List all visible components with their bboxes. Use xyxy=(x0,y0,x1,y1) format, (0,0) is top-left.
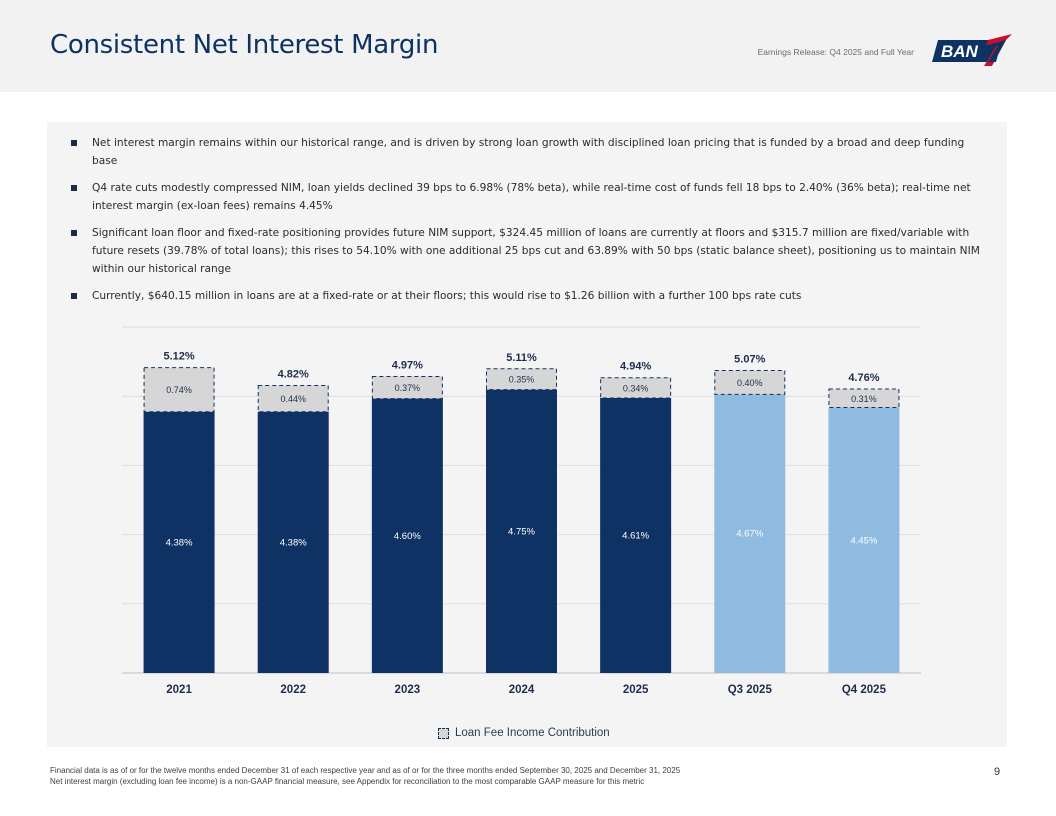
page-number: 9 xyxy=(994,766,1001,778)
bar-total-label: 4.97% xyxy=(392,360,423,372)
bullet-list: Net interest margin remains within our h… xyxy=(68,134,988,314)
x-tick-label: 2024 xyxy=(509,684,535,696)
bar-nim-ex-fees xyxy=(828,407,900,673)
bar-label-nim-ex-fees: 4.75% xyxy=(508,526,535,537)
bullet-text: Net interest margin remains within our h… xyxy=(92,137,965,167)
bar-nim-ex-fees xyxy=(486,389,557,673)
svg-text:BAN: BAN xyxy=(941,42,979,61)
bar-loan-fee-contribution xyxy=(371,376,443,400)
bar-total-label: 5.07% xyxy=(734,354,765,366)
slide-header: Consistent Net Interest Margin Earnings … xyxy=(0,0,1056,92)
bar-total-label: 5.11% xyxy=(506,352,537,364)
bar-nim-ex-fees xyxy=(143,411,215,673)
bar-label-nim-ex-fees: 4.38% xyxy=(280,537,307,548)
bar-loan-fee-contribution xyxy=(828,388,900,409)
x-tick-label: 2021 xyxy=(166,684,192,696)
bar-nim-ex-fees xyxy=(371,398,443,673)
bar-nim-ex-fees xyxy=(257,411,329,673)
x-tick-label: Q3 2025 xyxy=(728,684,773,696)
bar-label-loan-fee: 0.37% xyxy=(395,383,421,393)
bullet-text: Currently, $640.15 million in loans are … xyxy=(92,290,802,302)
bar-total-label: 4.94% xyxy=(620,361,651,373)
bar-label-loan-fee: 0.35% xyxy=(509,375,535,385)
footnote-1: Financial data is as of or for the twelv… xyxy=(50,766,681,775)
footnote-2: Net interest margin (excluding loan fee … xyxy=(50,777,645,786)
bar-label-nim-ex-fees: 4.61% xyxy=(622,530,649,541)
bar-label-loan-fee: 0.34% xyxy=(623,383,649,393)
legend-swatch xyxy=(438,727,449,739)
bar-loan-fee-contribution xyxy=(714,370,786,395)
bullet-square-icon xyxy=(71,185,77,191)
bar-label-loan-fee: 0.31% xyxy=(851,394,877,404)
bullet-text: Q4 rate cuts modestly compressed NIM, lo… xyxy=(92,182,971,212)
x-tick-label: 2022 xyxy=(280,684,306,696)
x-tick-label: Q4 2025 xyxy=(842,684,887,696)
bullet-square-icon xyxy=(71,140,77,146)
bar-loan-fee-contribution xyxy=(486,368,557,391)
bar-total-label: 4.76% xyxy=(848,372,879,384)
bullet-item: Q4 rate cuts modestly compressed NIM, lo… xyxy=(68,179,988,215)
bar-loan-fee-contribution xyxy=(600,377,672,399)
bullet-item: Currently, $640.15 million in loans are … xyxy=(68,287,988,305)
bar-label-nim-ex-fees: 4.67% xyxy=(736,529,763,540)
bar-nim-ex-fees xyxy=(714,394,786,673)
bar-total-label: 5.12% xyxy=(163,351,194,363)
bar-label-loan-fee: 0.74% xyxy=(166,385,192,395)
chart-legend: Loan Fee Income Contribution xyxy=(438,725,610,741)
bullet-item: Net interest margin remains within our h… xyxy=(68,134,988,170)
x-tick-label: 2025 xyxy=(623,684,649,696)
bar-label-nim-ex-fees: 4.45% xyxy=(850,535,877,546)
bar-total-label: 4.82% xyxy=(278,368,309,380)
bar-loan-fee-contribution xyxy=(257,384,329,413)
bar-label-nim-ex-fees: 4.60% xyxy=(394,531,421,542)
bar-label-loan-fee: 0.44% xyxy=(280,394,306,404)
bullet-square-icon xyxy=(71,230,77,236)
bar-loan-fee-contribution xyxy=(143,367,215,413)
bar-nim-ex-fees xyxy=(600,397,672,673)
bar-label-loan-fee: 0.40% xyxy=(737,378,763,388)
page-title: Consistent Net Interest Margin xyxy=(50,30,439,60)
legend-label: Loan Fee Income Contribution xyxy=(455,727,610,739)
x-tick-label: 2023 xyxy=(395,684,421,696)
earnings-release-subtitle: Earnings Release: Q4 2025 and Full Year xyxy=(757,47,914,57)
footnotes: Financial data is as of or for the twelv… xyxy=(50,765,950,787)
bar-label-nim-ex-fees: 4.38% xyxy=(166,537,193,548)
bullet-item: Significant loan floor and fixed-rate po… xyxy=(68,224,988,278)
bullet-text: Significant loan floor and fixed-rate po… xyxy=(92,227,980,275)
bank7-logo: BAN xyxy=(932,34,1012,66)
bullet-square-icon xyxy=(71,293,77,299)
